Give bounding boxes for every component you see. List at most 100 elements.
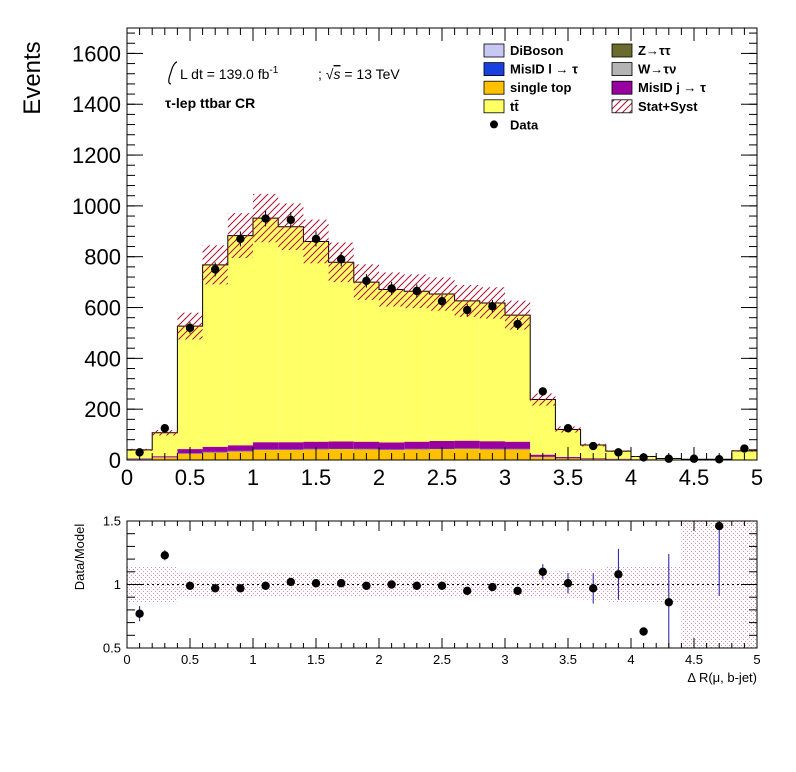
ratio-point-19: [614, 570, 623, 579]
stack-bar-misid-l--6: [278, 449, 304, 450]
data-point-2: [185, 323, 195, 333]
stack-bar-misid-j--4: [227, 445, 253, 451]
ratio-point-15: [513, 586, 522, 596]
legend-swatch-stat-syst: [611, 99, 633, 114]
y-tick-label: 0.5: [103, 641, 121, 656]
data-point-1: [160, 424, 169, 433]
energy-text: = 13 TeV: [344, 66, 400, 82]
stack-bar-misid-l--5: [253, 449, 279, 450]
ratio-point-6: [286, 577, 295, 587]
ratio-point-21: [664, 598, 673, 607]
lumi-superscript: -1: [269, 65, 278, 76]
data-point-19: [614, 448, 623, 457]
ratio-point-9: [362, 581, 371, 590]
energy-annotation: ; √s = 13 TeV: [318, 66, 400, 82]
ratio-point-22: [715, 521, 724, 531]
ratio-point-1: [160, 551, 169, 560]
ratio-y-axis-label: Data/Model: [72, 524, 87, 591]
y-tick-label: 0: [109, 448, 121, 473]
legend-label-misid-j--5: MisID j → τ: [638, 80, 706, 95]
data-point-3: [211, 265, 220, 274]
ratio-point-0: [135, 609, 144, 618]
data-point-4: [236, 234, 245, 244]
x-tick-label: 3: [501, 652, 508, 667]
integral-symbol: [168, 61, 178, 85]
x-tick-label: 1: [247, 465, 259, 490]
ratio-point-12: [437, 581, 447, 590]
ratio-point-3: [211, 584, 220, 593]
ratio-y-ticks: 0.5 1 1.5: [103, 514, 757, 656]
legend-label-data-8: Data: [510, 117, 539, 132]
ratio-point-14: [488, 582, 497, 592]
x-tick-label: 0: [123, 652, 130, 667]
stack-bar-misid-l--11: [404, 448, 430, 450]
x-tick-label: 0: [121, 465, 133, 490]
stack-bar-tt--1: [152, 432, 178, 457]
stack-bar-misid-l--9: [353, 448, 379, 450]
legend-label-diboson-0: DiBoson: [510, 43, 564, 58]
x-tick-label: 4: [625, 465, 637, 490]
stack-bar-misid-l--13: [454, 448, 480, 449]
ratio-point-20: [639, 627, 648, 636]
ratio-point-13: [463, 586, 472, 596]
main-panel: 0 0.5 1 1.5 2 2.5 3 3.5 4 4.5 5 0 200 400 600 800 1000 1…: [19, 27, 763, 490]
stack-bar-misid-l--8: [328, 448, 354, 450]
stack-bar-misid-j--3: [202, 446, 228, 452]
y-tick-label: 200: [84, 397, 121, 422]
ratio-point-7: [311, 579, 321, 588]
y-tick-label: 400: [84, 346, 121, 371]
stack-bar-misid-l--4: [227, 450, 253, 452]
stack-bar-misid-j--13: [454, 440, 480, 449]
stack-bar-tt--13: [454, 300, 480, 441]
ratio-x-ticks: 0 0.5 1 1.5 2 2.5 3 3.5 4 4.5 5: [123, 521, 761, 667]
ratio-points: [135, 521, 724, 648]
x-tick-label: 2.5: [427, 465, 458, 490]
stack-bar-misid-j--9: [353, 441, 379, 449]
stack-bar-tt--8: [328, 262, 354, 442]
y-tick-label: 800: [84, 245, 121, 270]
ratio-point-5: [261, 581, 270, 590]
x-tick-label: 2: [375, 652, 382, 667]
legend-label-single-top-4: single top: [510, 80, 571, 95]
ratio-point-8: [337, 579, 346, 588]
ratio-point-17: [563, 579, 573, 588]
stack-bar-tt--12: [429, 294, 455, 441]
legend-swatch-w--3: [611, 62, 633, 76]
main-y-axis-label: Events: [19, 41, 46, 114]
legend-label-stat-syst-7: Stat+Syst: [638, 99, 698, 114]
legend-label-misid-l--2: MisID l → τ: [510, 62, 578, 77]
data-point-6: [286, 215, 295, 225]
ratio-point-16: [538, 567, 547, 576]
stack-bar-tt--5: [253, 218, 279, 443]
legend: DiBoson Z→ττ MisID l → τ W→τν single top MisI…: [483, 43, 706, 132]
x-tick-label: 1: [249, 652, 256, 667]
stack-bar-misid-j--11: [404, 441, 430, 449]
data-point-8: [337, 255, 346, 264]
data-point-12: [437, 296, 447, 306]
stack-bar-tt--14: [479, 302, 505, 442]
unc-band-bin-1: [152, 430, 178, 436]
stack-bar-misid-j--14: [479, 441, 505, 449]
legend-swatch-misid-l--2: [483, 62, 505, 76]
ratio-point-18: [589, 584, 598, 593]
x-tick-label: 4.5: [685, 652, 703, 667]
x-tick-label: 5: [751, 465, 763, 490]
x-tick-label: 4.5: [679, 465, 710, 490]
x-tick-label: 0.5: [181, 652, 199, 667]
legend-label-tt--6: tt̄: [510, 99, 519, 114]
stack-bar-misid-j--10: [379, 442, 405, 450]
stack-bar-tt--3: [202, 264, 228, 447]
stack-bar-misid-l--3: [202, 451, 228, 453]
stack-bar-tt--4: [227, 235, 253, 446]
data-point-14: [488, 302, 497, 311]
lumi-annotation: L dt = 139.0 fb-1 ; √s = 13 TeV: [168, 61, 400, 85]
y-tick-label: 1: [114, 577, 121, 592]
stack-bar-misid-j--15: [505, 441, 531, 449]
y-tick-label: 1000: [72, 194, 121, 219]
x-tick-label: 3: [499, 465, 511, 490]
legend-marker-data: [490, 120, 498, 129]
stack-bar-tt--7: [303, 241, 329, 442]
stack-bar-tt--18: [580, 445, 606, 459]
svg-text:L dt = 139.0 fb-1: L dt = 139.0 fb-1: [180, 65, 279, 82]
